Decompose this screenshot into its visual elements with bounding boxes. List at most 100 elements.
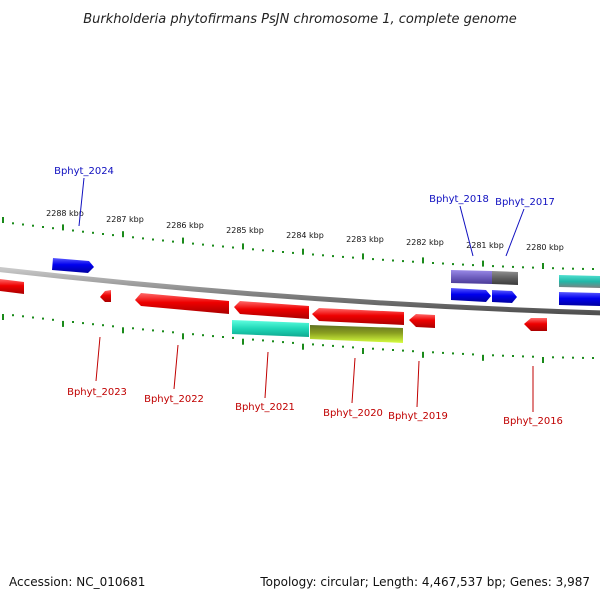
leader-bphyt-2017 <box>505 208 525 257</box>
minor-tick <box>72 229 74 232</box>
minor-tick <box>22 223 24 226</box>
gene-bphyt-2021[interactable] <box>232 320 309 337</box>
label-bphyt-2021[interactable]: Bphyt_2021 <box>235 402 295 413</box>
major-tick <box>62 224 64 231</box>
label-bphyt-2023[interactable]: Bphyt_2023 <box>67 387 127 398</box>
minor-tick <box>262 249 264 252</box>
major-tick <box>2 314 4 320</box>
gene-offscreen-right-forward[interactable] <box>559 275 600 288</box>
gene-bphyt-2020[interactable] <box>310 325 403 343</box>
major-tick <box>242 243 244 250</box>
minor-tick <box>212 244 214 247</box>
minor-tick <box>222 336 224 338</box>
minor-tick <box>532 266 534 269</box>
major-tick <box>242 338 244 345</box>
minor-tick <box>82 322 84 325</box>
scale-labels: 2288 kbp 2287 kbp 2286 kbp 2285 kbp 2284… <box>46 209 564 252</box>
gene-bphyt-2023[interactable] <box>100 290 111 302</box>
gene-bphyt-2019[interactable] <box>409 314 435 328</box>
scale-label-2283: 2283 kbp <box>346 235 384 244</box>
scale-label-2282: 2282 kbp <box>406 238 444 247</box>
minor-tick <box>402 349 404 352</box>
minor-tick <box>452 263 454 266</box>
minor-tick <box>512 355 514 357</box>
minor-tick <box>52 227 54 230</box>
minor-tick <box>282 341 284 344</box>
minor-tick <box>42 226 44 228</box>
minor-tick <box>382 258 384 261</box>
label-bphyt-2024[interactable]: Bphyt_2024 <box>54 166 114 177</box>
minor-tick <box>82 230 84 233</box>
reverse-genes <box>0 279 547 343</box>
gene-bphyt-2016[interactable] <box>524 318 547 331</box>
minor-tick <box>172 331 174 334</box>
minor-tick <box>552 356 554 359</box>
gene-bphyt-2018[interactable] <box>451 270 492 284</box>
minor-tick <box>42 317 44 320</box>
minor-tick <box>312 253 314 256</box>
major-tick <box>542 263 544 269</box>
minor-tick <box>162 239 164 242</box>
minor-tick <box>162 330 164 333</box>
minor-tick <box>12 222 14 225</box>
minor-tick <box>32 316 34 319</box>
minor-tick <box>572 267 574 270</box>
minor-tick <box>442 351 444 354</box>
gene-offscreen-right-blue[interactable] <box>559 292 600 306</box>
leader-bphyt-2020 <box>351 357 356 404</box>
minor-tick <box>322 344 324 347</box>
minor-tick <box>252 248 254 251</box>
minor-tick <box>382 348 384 351</box>
minor-tick <box>512 265 514 268</box>
label-bphyt-2016[interactable]: Bphyt_2016 <box>503 416 563 427</box>
minor-tick <box>132 327 134 330</box>
minor-tick <box>452 352 454 355</box>
gene-bphyt-2017-a[interactable] <box>451 288 491 302</box>
scale-label-2288: 2288 kbp <box>46 209 84 218</box>
minor-tick <box>522 266 524 269</box>
minor-tick <box>22 315 24 318</box>
summary-text: Topology: circular; Length: 4,467,537 bp… <box>259 575 590 589</box>
gene-bphyt-2020-red[interactable] <box>312 308 404 325</box>
minor-tick <box>342 345 344 348</box>
outer-tick-ring <box>2 217 594 270</box>
major-tick <box>2 217 4 223</box>
minor-tick <box>592 357 594 359</box>
gene-labels: Bphyt_2024 Bphyt_2018 Bphyt_2017 Bphyt_2… <box>54 166 563 427</box>
gene-offscreen-left[interactable] <box>0 279 24 294</box>
minor-tick <box>272 250 274 253</box>
minor-tick <box>322 254 324 257</box>
leader-bphyt-2023 <box>95 336 101 382</box>
gene-bphyt-2017[interactable] <box>492 290 517 303</box>
minor-tick <box>262 339 264 342</box>
minor-tick <box>412 350 414 353</box>
minor-tick <box>332 344 334 347</box>
gene-bphyt-2021-red[interactable] <box>234 301 309 319</box>
minor-tick <box>392 349 394 351</box>
gene-bphyt-2024[interactable] <box>52 258 94 273</box>
major-tick <box>362 348 364 354</box>
scale-label-2286: 2286 kbp <box>166 221 204 230</box>
major-tick <box>182 333 184 340</box>
minor-tick <box>432 262 434 264</box>
scale-label-2280: 2280 kbp <box>526 243 564 252</box>
label-bphyt-2017[interactable]: Bphyt_2017 <box>495 197 555 208</box>
minor-tick <box>152 329 154 332</box>
minor-tick <box>492 354 494 357</box>
leader-bphyt-2021 <box>264 351 269 399</box>
major-tick <box>302 248 304 255</box>
major-tick <box>62 320 64 327</box>
label-bphyt-2020[interactable]: Bphyt_2020 <box>323 408 383 419</box>
scale-label-2287: 2287 kbp <box>106 215 144 224</box>
minor-tick <box>582 356 584 359</box>
minor-tick <box>202 243 204 246</box>
minor-tick <box>332 255 334 258</box>
minor-tick <box>102 324 104 327</box>
gene-bphyt-2022[interactable] <box>135 293 229 314</box>
minor-tick <box>562 356 564 359</box>
label-bphyt-2022[interactable]: Bphyt_2022 <box>144 394 204 405</box>
minor-tick <box>462 263 464 266</box>
label-bphyt-2019[interactable]: Bphyt_2019 <box>388 411 448 422</box>
label-bphyt-2018[interactable]: Bphyt_2018 <box>429 194 489 205</box>
